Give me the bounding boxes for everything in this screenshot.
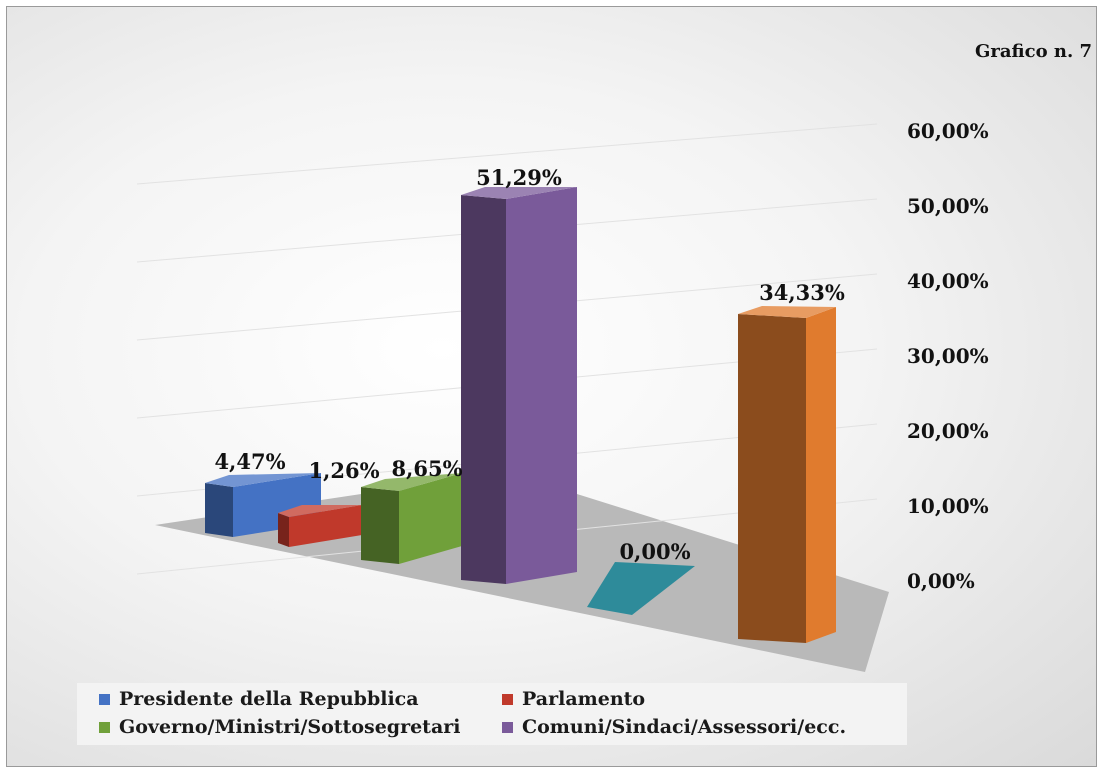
data-label: 51,29% [476, 165, 562, 190]
bar-face [278, 513, 289, 547]
bar-comuni [461, 187, 577, 584]
bar-zero [587, 562, 695, 615]
y-tick-label: 40,00% [907, 269, 989, 293]
y-tick-label: 0,00% [907, 569, 975, 593]
bar-parlamento [278, 505, 362, 547]
bar-governo [361, 473, 462, 564]
data-label: 1,26% [308, 458, 379, 483]
bar-side [399, 473, 462, 564]
legend-item-presidente: Presidente della Repubblica [99, 688, 419, 710]
bar-top [738, 306, 836, 318]
bar-side [806, 307, 836, 643]
gridline [136, 123, 878, 185]
legend: Presidente della Repubblica Parlamento G… [77, 683, 907, 745]
data-label: 4,47% [214, 449, 285, 474]
bar-side [506, 187, 577, 584]
bar-top [361, 473, 462, 491]
bar-face [205, 483, 233, 537]
legend-label: Governo/Ministri/Sottosegretari [119, 716, 461, 738]
legend-label: Parlamento [522, 688, 646, 710]
chart-title: Grafico n. 7 [975, 41, 1092, 62]
legend-label: Comuni/Sindaci/Assessori/ecc. [522, 716, 847, 738]
y-tick-label: 30,00% [907, 344, 989, 368]
y-tick-label: 20,00% [907, 419, 989, 443]
bar-side [289, 505, 362, 547]
legend-swatch [99, 721, 110, 733]
bar-face [461, 195, 506, 584]
legend-label: Presidente della Repubblica [119, 688, 419, 710]
bar-face [738, 314, 806, 643]
y-tick-label: 60,00% [907, 119, 989, 143]
bar-top [278, 505, 362, 517]
bar-top [461, 187, 577, 199]
chart-plot: 0,00% 10,00% 20,00% 30,00% 40,00% 50,00% 60,00… [136, 41, 1092, 672]
data-label: 8,65% [391, 456, 462, 481]
legend-swatch [99, 693, 110, 705]
chart-frame: 0,00% 10,00% 20,00% 30,00% 40,00% 50,00% 60,00… [6, 6, 1097, 767]
bar-other [738, 306, 836, 643]
bar-top [205, 473, 321, 487]
y-tick-label: 10,00% [907, 494, 989, 518]
legend-swatch [502, 721, 513, 733]
bar-face [361, 487, 399, 564]
y-tick-label: 50,00% [907, 194, 989, 218]
data-label: 34,33% [759, 280, 845, 305]
legend-swatch [502, 693, 513, 705]
legend-item-parlamento: Parlamento [502, 688, 645, 710]
data-label: 0,00% [619, 539, 690, 564]
legend-item-governo: Governo/Ministri/Sottosegretari [99, 716, 461, 738]
bar-face [587, 562, 695, 615]
legend-item-comuni: Comuni/Sindaci/Assessori/ecc. [502, 716, 846, 738]
